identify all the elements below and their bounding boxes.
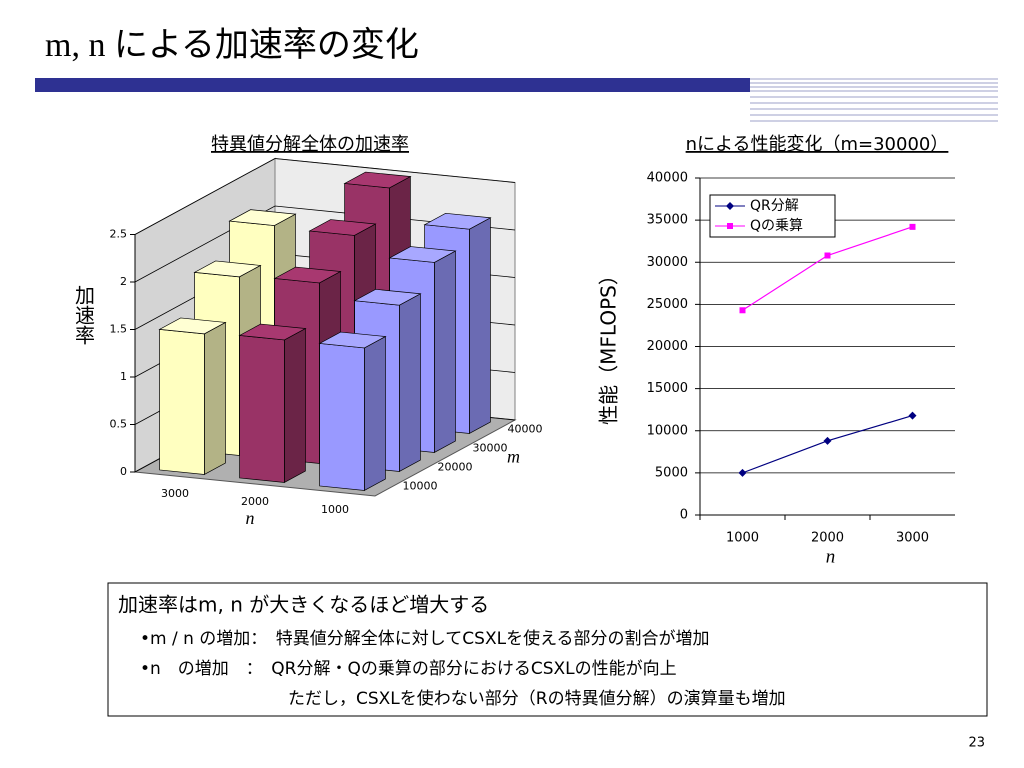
- bar-top: [273, 266, 342, 284]
- slide-title: m, n による加速率の変化: [45, 26, 419, 64]
- legend-label: Qの乗算: [750, 218, 803, 234]
- note-line: •m / n の増加： 特異値分解全体に対してCSXLを使える部分の割合が増加: [140, 628, 710, 649]
- bar-side: [399, 293, 421, 473]
- chart-title: 特異値分解全体の加速率: [211, 134, 409, 155]
- x-tick-label: 2000: [241, 495, 269, 508]
- legend-marker: [726, 202, 734, 210]
- bar-top: [238, 323, 307, 341]
- bar-top: [318, 331, 387, 349]
- bar-top: [193, 260, 262, 278]
- y-tick-label: 30000: [647, 255, 688, 270]
- y-axis-label: 加速率: [72, 285, 96, 345]
- x-tick-label: 2000: [811, 531, 844, 546]
- bar-side: [434, 250, 456, 454]
- legend-label: QR分解: [750, 198, 799, 214]
- point: [909, 223, 916, 230]
- bar-side: [204, 321, 226, 476]
- x-tick-label: 3000: [896, 531, 929, 546]
- y-tick-label: 1: [120, 370, 127, 383]
- point: [739, 307, 746, 314]
- bar-side: [469, 217, 491, 435]
- page-number: 23: [968, 736, 985, 751]
- y-tick-label: 0: [680, 508, 688, 523]
- bar: [238, 323, 307, 484]
- legend-marker: [727, 223, 733, 229]
- bar-front: [159, 328, 205, 475]
- x-tick-label: 3000: [161, 487, 189, 500]
- bar: [318, 331, 387, 492]
- point: [823, 436, 832, 445]
- depth-tick-label: 30000: [473, 442, 508, 455]
- y-tick-label: 40000: [647, 171, 688, 186]
- bar-top: [308, 219, 377, 236]
- depth-tick-label: 20000: [438, 461, 473, 474]
- bar: [158, 317, 227, 476]
- bar-side: [364, 335, 386, 492]
- x-axis-label: n: [826, 546, 836, 567]
- title-bar: [35, 78, 750, 92]
- note-box: [107, 582, 988, 717]
- bar-top: [228, 209, 297, 226]
- chart-title: nによる性能変化（m=30000）: [686, 134, 949, 155]
- note-line: ただし，CSXLを使わない部分（Rの特異値分解）の演算量も増加: [288, 688, 786, 709]
- bar-top: [158, 317, 227, 335]
- series-line: [742, 226, 913, 311]
- y-tick-label: 1.5: [110, 323, 128, 336]
- point: [908, 411, 917, 420]
- title-stripes: [750, 78, 998, 122]
- y-tick-label: 5000: [655, 465, 688, 480]
- grid-line: [134, 158, 516, 235]
- bar-top: [423, 212, 492, 230]
- y-tick-label: 25000: [647, 297, 688, 312]
- depth-axis-label: m: [507, 446, 520, 466]
- bar-top: [388, 246, 457, 263]
- depth-tick-label: 40000: [508, 423, 543, 436]
- legend-box: [709, 194, 836, 238]
- bar-front: [239, 335, 285, 483]
- y-axis-label: 性能（MFLOPS）: [597, 265, 621, 425]
- y-tick-label: 0.5: [110, 418, 128, 431]
- bar-top: [343, 171, 412, 189]
- bar-side: [284, 327, 306, 484]
- x-axis-label: n: [246, 508, 255, 528]
- y-tick-label: 10000: [647, 423, 688, 438]
- y-tick-label: 2.5: [110, 228, 128, 241]
- x-tick-label: 1000: [321, 503, 349, 516]
- note-line: 加速率はm, n が大きくなるほど増大する: [118, 593, 489, 617]
- y-tick-label: 35000: [647, 213, 688, 228]
- point: [824, 252, 831, 259]
- point: [738, 468, 747, 477]
- y-tick-label: 2: [120, 275, 127, 288]
- note-line: •n の増加 ： QR分解・Qの乗算の部分におけるCSXLの性能が向上: [140, 659, 677, 679]
- bar-front: [319, 343, 365, 491]
- depth-tick-label: 10000: [403, 480, 438, 493]
- x-tick-label: 1000: [726, 531, 759, 546]
- y-tick-label: 20000: [647, 339, 688, 354]
- y-tick-label: 0: [120, 465, 127, 478]
- y-tick-label: 15000: [647, 381, 688, 396]
- bar-top: [353, 288, 422, 306]
